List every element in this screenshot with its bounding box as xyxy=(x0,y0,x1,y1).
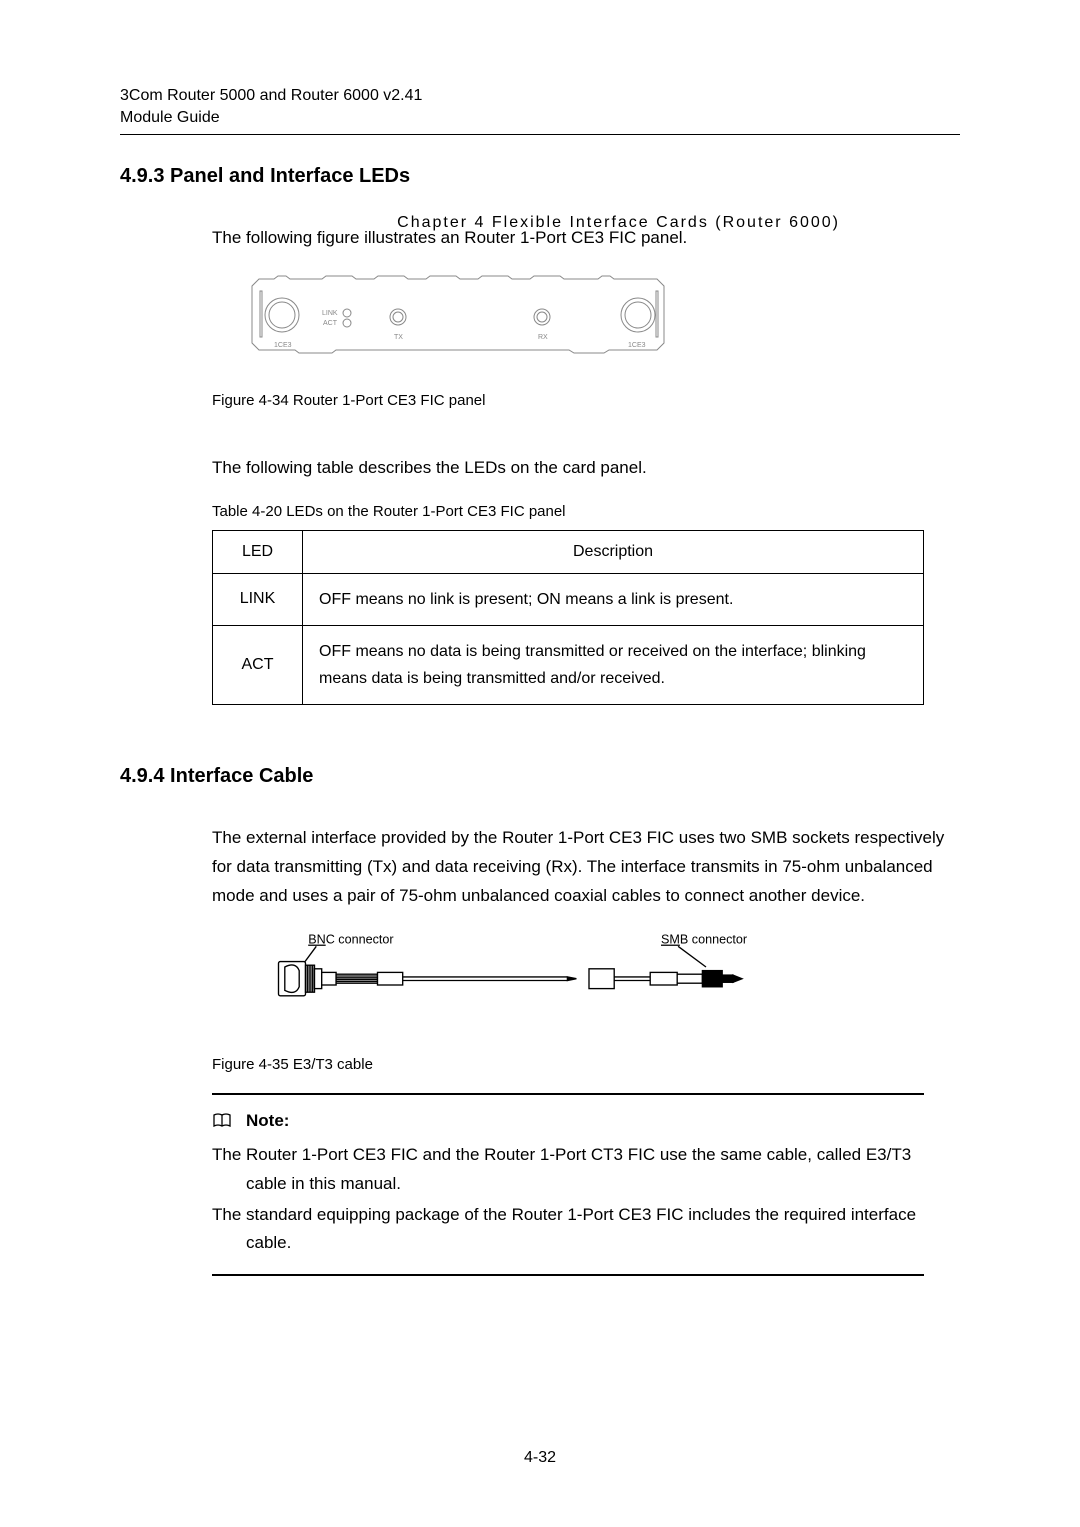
bnc-connector-label: BNC connector xyxy=(308,932,393,946)
section-heading-493: 4.9.3 Panel and Interface LEDs xyxy=(120,165,960,188)
section-heading-494: 4.9.4 Interface Cable xyxy=(120,765,960,788)
panel-act-label: ACT xyxy=(323,320,338,327)
panel-link-label: LINK xyxy=(322,310,338,317)
led-table: LED Description LINK OFF means no link i… xyxy=(212,530,924,706)
table-header-row: LED Description xyxy=(213,530,924,573)
panel-left-label: 1CE3 xyxy=(274,342,292,349)
header-chapter: Chapter 4 Flexible Interface Cards (Rout… xyxy=(397,214,840,232)
smb-connector-label: SMB connector xyxy=(661,932,747,946)
note-line2: The standard equipping package of the Ro… xyxy=(212,1201,924,1259)
figure-cable: BNC connector SMB connector xyxy=(244,931,960,1026)
table-row: LINK OFF means no link is present; ON me… xyxy=(213,573,924,625)
panel-rx-label: RX xyxy=(538,334,548,341)
note-text: The Router 1-Port CE3 FIC and the Router… xyxy=(212,1141,924,1259)
header-divider xyxy=(120,134,960,135)
note-box: Note: The Router 1-Port CE3 FIC and the … xyxy=(212,1093,924,1277)
note-line1: The Router 1-Port CE3 FIC and the Router… xyxy=(212,1141,924,1199)
note-header: Note: xyxy=(212,1111,924,1131)
table-row: ACT OFF means no data is being transmitt… xyxy=(213,625,924,704)
panel-right-label: 1CE3 xyxy=(628,342,646,349)
note-label: Note: xyxy=(246,1111,289,1131)
figure-caption-434: Figure 4-34 Router 1-Port CE3 FIC panel xyxy=(212,392,960,409)
page-header: 3Com Router 5000 and Router 6000 v2.41 M… xyxy=(120,85,960,135)
book-icon xyxy=(212,1113,232,1129)
table-caption-420: Table 4-20 LEDs on the Router 1-Port CE3… xyxy=(212,503,960,520)
th-desc: Description xyxy=(303,530,924,573)
panel-tx-label: TX xyxy=(394,334,403,341)
figure-caption-435: Figure 4-35 E3/T3 cable xyxy=(212,1056,960,1073)
td-led-link: LINK xyxy=(213,573,303,625)
section1-intro2: The following table describes the LEDs o… xyxy=(212,454,960,483)
page-number: 4-32 xyxy=(0,1449,1080,1467)
td-led-act: ACT xyxy=(213,625,303,704)
cable-diagram: BNC connector SMB connector xyxy=(244,931,844,1021)
note-divider-bottom xyxy=(212,1274,924,1276)
th-led: LED xyxy=(213,530,303,573)
header-product-line: 3Com Router 5000 and Router 6000 v2.41 xyxy=(120,85,960,107)
section2-body: The external interface provided by the R… xyxy=(212,824,960,911)
figure-panel: 1CE3 LINK ACT TX RX 1CE3 xyxy=(244,273,960,368)
td-desc-link: OFF means no link is present; ON means a… xyxy=(303,573,924,625)
td-desc-act: OFF means no data is being transmitted o… xyxy=(303,625,924,704)
note-divider-top xyxy=(212,1093,924,1095)
panel-diagram: 1CE3 LINK ACT TX RX 1CE3 xyxy=(244,273,674,363)
header-module-guide: Module Guide xyxy=(120,107,960,129)
